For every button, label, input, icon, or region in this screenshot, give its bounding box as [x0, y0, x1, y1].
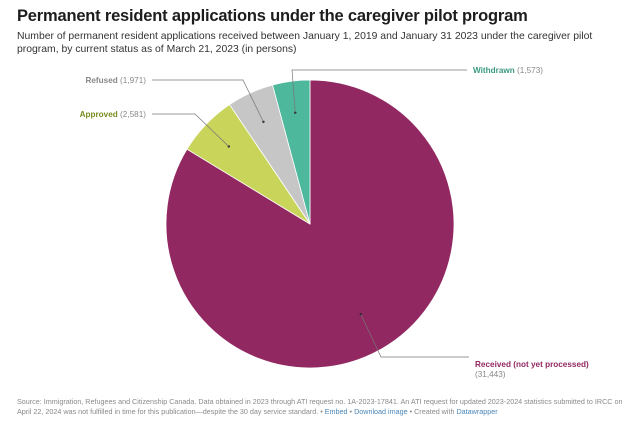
pie-slice-received	[165, 79, 455, 369]
download-image-link[interactable]: Download image	[354, 407, 408, 416]
slice-label-value: (1,971)	[118, 76, 146, 85]
pie-slices	[165, 79, 455, 369]
slice-label: Received (not yet processed) (31,443)	[475, 360, 589, 379]
chart-title: Permanent resident applications under th…	[17, 7, 528, 25]
slice-label-value: (31,443)	[475, 370, 506, 379]
slice-label: Refused (1,971)	[85, 76, 146, 85]
slice-label-name: Received (not yet processed)	[475, 360, 589, 369]
leader-lines	[152, 69, 469, 358]
footer-separator: •	[347, 407, 355, 416]
source-note: Source: Immigration, Refugees and Citize…	[17, 397, 623, 416]
slice-label-name: Refused	[85, 76, 117, 85]
footer: Source: Immigration, Refugees and Citize…	[17, 397, 627, 417]
chart-subtitle: Number of permanent resident application…	[17, 31, 593, 55]
slice-labels: Received (not yet processed) (31,443) Appr…	[80, 66, 589, 379]
slice-label-name: Withdrawn	[473, 66, 515, 75]
slice-label: Approved (2,581)	[80, 110, 147, 119]
leader-line	[291, 69, 467, 113]
slice-label-name: Approved	[80, 110, 118, 119]
footer-separator: •	[318, 407, 325, 416]
slice-label-value: (2,581)	[118, 110, 146, 119]
datawrapper-link[interactable]: Datawrapper	[456, 407, 498, 416]
leader-line	[360, 314, 469, 358]
pie-slice-withdrawn	[272, 79, 311, 225]
slice-label: Withdrawn (1,573)	[473, 66, 543, 75]
leader-dot	[294, 111, 297, 114]
leader-line	[152, 79, 264, 122]
created-with-text: • Created with	[407, 407, 457, 416]
embed-link[interactable]: Embed	[324, 407, 348, 416]
slice-label-value: (1,573)	[515, 66, 543, 75]
leader-line	[152, 113, 230, 147]
